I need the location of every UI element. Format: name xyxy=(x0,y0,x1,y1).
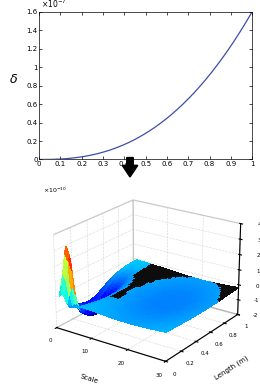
X-axis label: Scale: Scale xyxy=(79,373,99,385)
Y-axis label: δ: δ xyxy=(10,73,17,86)
Text: $\times10^{-7}$: $\times10^{-7}$ xyxy=(41,0,67,10)
Text: $\times10^{-10}$: $\times10^{-10}$ xyxy=(43,186,67,196)
Y-axis label: Length (m): Length (m) xyxy=(213,354,249,381)
